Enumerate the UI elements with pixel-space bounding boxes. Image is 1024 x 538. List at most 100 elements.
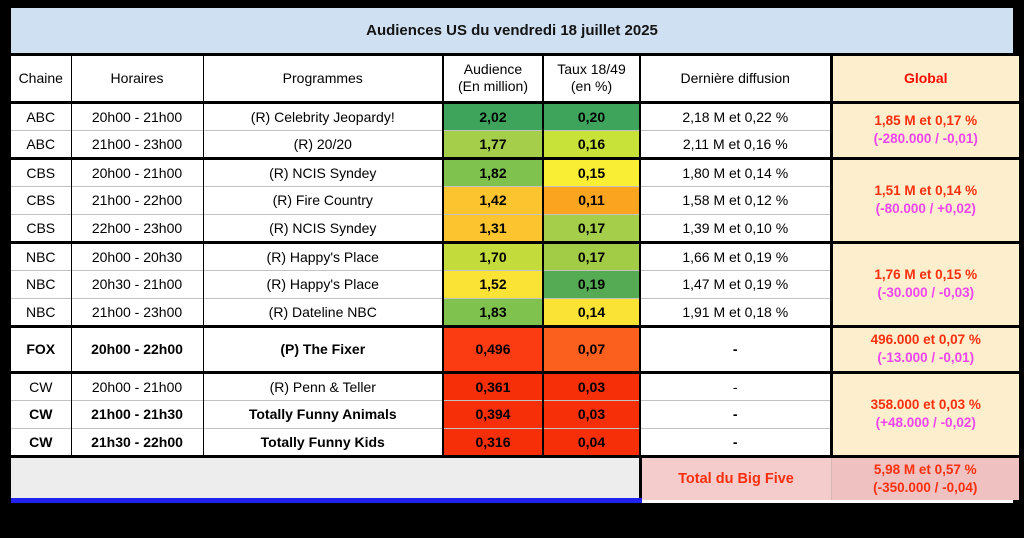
cell-horaires: 20h30 - 21h00 [70,269,203,298]
cell-horaires: 20h00 - 21h00 [70,102,203,130]
footer-empty-cell [11,456,642,503]
cell-audience: 1,82 [442,158,543,186]
cell-taux: 0,03 [542,399,640,428]
cell-taux: 0,07 [542,326,640,372]
cell-horaires: 20h00 - 21h00 [70,158,203,186]
cell-programme: (R) NCIS Syndey [202,158,443,186]
cell-derniere: - [639,427,831,456]
cell-chaine: NBC [11,297,71,326]
cell-chaine: ABC [26,108,56,125]
cell-derniere: 2,11 M et 0,16 % [639,129,831,158]
global-value: 1,51 M et 0,14 % [874,183,978,199]
cell-derniere: 1,66 M et 0,19 % [639,242,831,270]
cell-horaires: 21h30 - 22h00 [70,427,203,456]
cell-horaires: 20h00 - 20h30 [70,242,203,270]
group-cbs: CBS 20h00 - 21h00 (R) NCIS Syndey 1,82 0… [11,158,1019,242]
cell-chaine: CW [11,427,71,456]
cell-audience: 1,70 [442,242,543,270]
cell-taux: 0,15 [542,158,640,186]
table-frame: Audiences US du vendredi 18 juillet 2025… [8,5,1019,506]
table-row: ABC 20h00 - 21h00 (R) Celebrity Jeopardy… [11,102,1019,158]
table-row: NBC 20h00 - 20h30 (R) Happy's Place 1,70… [11,242,1019,326]
footer-row: Total du Big Five 5,98 M et 0,57 % (-350… [11,456,1019,503]
table-row: CW 21h30 - 22h00 Totally Funny Kids 0,31… [11,427,1019,456]
global-delta: (-80.000 / +0,02) [875,201,976,216]
table-header: Chaine Horaires Programmes Audience (En … [11,56,1019,102]
cell-chaine: CBS [11,213,71,242]
cell-audience: 1,52 [442,269,543,298]
cell-taux: 0,14 [542,297,640,326]
cell-programme: (R) Happy's Place [202,242,443,270]
col-header-programmes: Programmes [202,56,443,102]
total-big-five-label: Total du Big Five [640,456,831,500]
table-row: FOX 20h00 - 22h00 (P) The Fixer 0,496 0,… [11,326,1019,372]
cell-derniere: 1,47 M et 0,19 % [639,269,831,298]
cell-chaine: CBS [26,164,56,181]
total-big-five-value: 5,98 M et 0,57 % (-350.000 / -0,04) [830,456,1019,500]
cell-chaine: CW [11,399,71,428]
cell-audience: 0,361 [442,372,543,400]
cell-programme: (R) Dateline NBC [202,297,443,326]
col-header-derniere: Dernière diffusion [639,56,831,102]
group-cw: CW 20h00 - 21h00 (R) Penn & Teller 0,361… [11,372,1019,456]
cell-taux: 0,11 [542,185,640,214]
col-header-horaires: Horaires [70,56,203,102]
table-row: Total du Big Five 5,98 M et 0,57 % (-350… [11,456,1019,503]
table-row: CBS 22h00 - 23h00 (R) NCIS Syndey 1,31 0… [11,213,1019,242]
cell-audience: 2,02 [442,102,543,130]
cell-programme: (R) Happy's Place [202,269,443,298]
audience-table: Chaine Horaires Programmes Audience (En … [11,56,1019,503]
cell-chaine: NBC [25,248,56,265]
cell-derniere: - [639,372,831,400]
cell-derniere: 1,91 M et 0,18 % [639,297,831,326]
cell-horaires: 20h00 - 22h00 [70,326,203,372]
cell-audience: 0,316 [442,427,543,456]
cell-taux: 0,19 [542,269,640,298]
global-value: 1,76 M et 0,15 % [874,267,978,283]
cell-derniere: 1,80 M et 0,14 % [639,158,831,186]
cell-chaine: FOX [26,341,56,357]
cell-taux: 0,04 [542,427,640,456]
cell-chaine: ABC [11,129,71,158]
cell-taux: 0,17 [542,242,640,270]
cell-programme: (R) Penn & Teller [202,372,443,400]
cell-programme: (R) Celebrity Jeopardy! [202,102,443,130]
cell-horaires: 21h00 - 22h00 [70,185,203,214]
col-header-chaine: Chaine [18,69,63,86]
cell-derniere: - [639,326,831,372]
cell-global-cw: 358.000 et 0,03 % (+48.000 / -0,02) [829,372,1019,456]
cell-programme: (R) NCIS Syndey [202,213,443,242]
cell-derniere: 1,39 M et 0,10 % [639,213,831,242]
cell-global-nbc: 1,76 M et 0,15 % (-30.000 / -0,03) [829,242,1019,326]
cell-taux: 0,16 [542,129,640,158]
table-row: CBS 21h00 - 22h00 (R) Fire Country 1,42 … [11,185,1019,214]
page-title: Audiences US du vendredi 18 juillet 2025 [11,8,1013,56]
cell-derniere: 1,58 M et 0,12 % [639,185,831,214]
global-value: 358.000 et 0,03 % [870,397,981,413]
cell-programme: (P) The Fixer [202,326,443,372]
group-nbc: NBC 20h00 - 20h30 (R) Happy's Place 1,70… [11,242,1019,326]
cell-horaires: 22h00 - 23h00 [70,213,203,242]
cell-global-fox: 496.000 et 0,07 % (-13.000 / -0,01) [829,326,1019,372]
cell-derniere: - [639,399,831,428]
cell-audience: 0,496 [442,326,543,372]
cell-chaine: NBC [11,269,71,298]
cell-horaires: 21h00 - 21h30 [70,399,203,428]
group-fox: FOX 20h00 - 22h00 (P) The Fixer 0,496 0,… [11,326,1019,372]
group-abc: ABC 20h00 - 21h00 (R) Celebrity Jeopardy… [11,102,1019,158]
total-value-line: 5,98 M et 0,57 % [873,462,977,478]
table-row: CBS 20h00 - 21h00 (R) NCIS Syndey 1,82 0… [11,158,1019,242]
col-header-audience: Audience (En million) [442,56,543,102]
col-header-global: Global [829,56,1019,102]
global-delta: (-13.000 / -0,01) [877,350,975,365]
table-row: CW 20h00 - 21h00 (R) Penn & Teller 0,361… [11,372,1019,456]
table-row: NBC 21h00 - 23h00 (R) Dateline NBC 1,83 … [11,297,1019,326]
table-row: CW 21h00 - 21h30 Totally Funny Animals 0… [11,399,1019,428]
global-value: 1,85 M et 0,17 % [874,113,978,129]
cell-audience: 1,83 [442,297,543,326]
cell-taux: 0,20 [542,102,640,130]
global-delta: (-30.000 / -0,03) [877,285,975,300]
global-value: 496.000 et 0,07 % [870,332,981,348]
cell-chaine: CW [29,378,53,395]
cell-taux: 0,17 [542,213,640,242]
